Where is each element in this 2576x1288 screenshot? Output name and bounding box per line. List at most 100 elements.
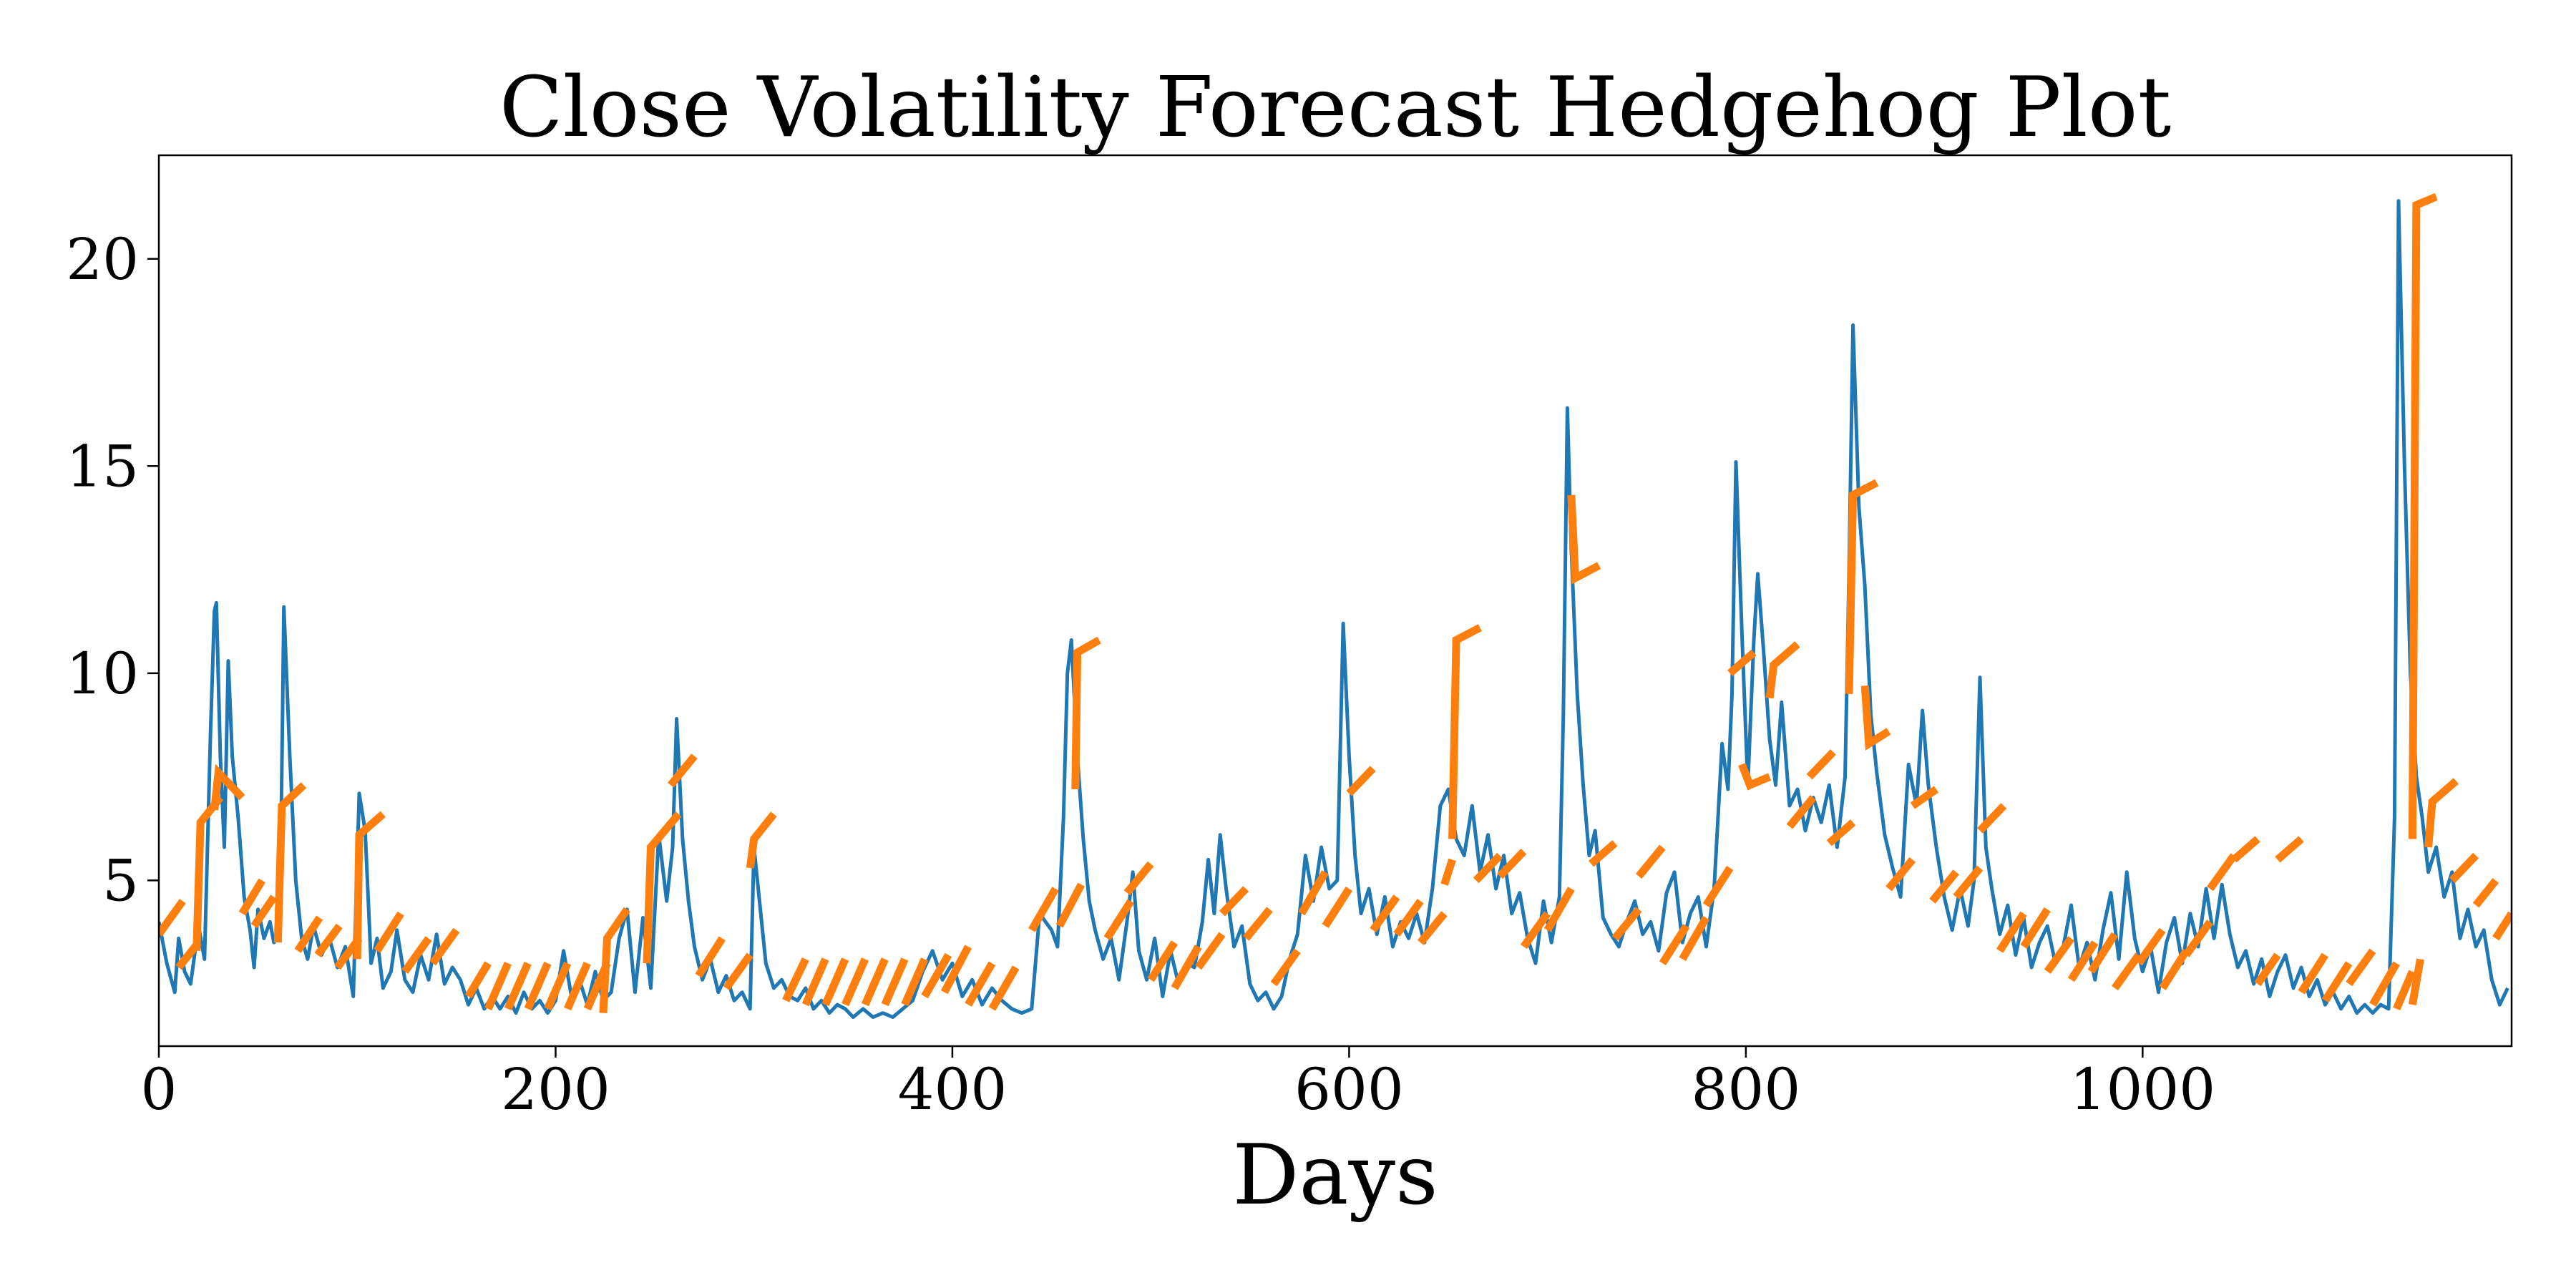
y-axis-ticks: 5 10 15 20 <box>66 226 159 914</box>
forecast-segment <box>2424 778 2459 848</box>
forecast-segment <box>1786 795 1817 829</box>
forecast-segment <box>599 907 630 1013</box>
forecast-segment <box>1659 924 1690 966</box>
forecast-segment <box>695 936 726 978</box>
forecast-segment <box>2492 911 2512 941</box>
forecast-segment <box>782 957 809 1002</box>
forecast-segment <box>2231 836 2260 863</box>
forecast-segment <box>1806 749 1836 780</box>
forecast-segment <box>1440 858 1456 886</box>
forecast-segment <box>2346 948 2376 987</box>
forecast-segment <box>2182 919 2214 957</box>
forecast-segment <box>988 965 1020 1011</box>
forecast-segment <box>1298 870 1329 916</box>
forecast-segment <box>1242 907 1273 941</box>
forecast-segment <box>1543 887 1575 932</box>
forecast-segment <box>1885 857 1916 892</box>
forecast-segment <box>504 962 532 1011</box>
forecast-segment <box>940 945 972 995</box>
forecast-segment <box>524 962 552 1011</box>
forecast-segment <box>2393 970 2416 1011</box>
forecast-segment <box>401 936 432 975</box>
forecast-segment <box>1679 915 1710 962</box>
forecast-segment <box>273 782 307 943</box>
forecast-segment <box>2135 927 2166 966</box>
forecast-segment <box>1370 894 1400 933</box>
forecast-segment <box>2369 961 2400 1007</box>
x-tick-label: 0 <box>141 1056 177 1123</box>
forecast-segment <box>1270 948 1301 987</box>
forecast-segment <box>2321 961 2353 1003</box>
forecast-segment <box>1996 911 2027 953</box>
forecast-segment <box>643 811 682 964</box>
x-tick-label: 200 <box>501 1056 610 1123</box>
forecast-segment <box>2254 952 2281 987</box>
forecast-segment <box>1953 865 1984 899</box>
forecast-segment <box>1702 866 1734 908</box>
forecast-segment <box>1473 852 1503 884</box>
y-tick-label: 10 <box>66 640 139 707</box>
forecast-segment <box>1055 882 1085 928</box>
forecast-segment <box>901 957 929 1007</box>
forecast-segment <box>159 899 186 937</box>
forecast-segment <box>2112 952 2142 991</box>
forecast-segment <box>861 957 889 1007</box>
series-layer <box>159 192 2512 1019</box>
forecast-segment <box>2472 877 2499 908</box>
forecast-segment <box>484 962 512 1011</box>
forecast-segment <box>2207 853 2238 892</box>
forecast-segment <box>210 763 245 811</box>
forecast-segment <box>2020 907 2051 949</box>
forecast-segment <box>250 894 278 929</box>
forecast-segment <box>1417 911 1448 945</box>
forecast-segment <box>965 961 996 1007</box>
x-tick-label: 800 <box>1692 1056 1801 1123</box>
forecast-segment <box>881 957 909 1007</box>
forecast-segment <box>1567 494 1601 585</box>
forecast-segment <box>1520 911 1551 950</box>
forecast-segment <box>1826 819 1856 847</box>
forecast-segment <box>2087 932 2119 974</box>
y-tick-label: 15 <box>66 433 139 499</box>
forecast-segment <box>668 753 698 788</box>
forecast-segment <box>1147 940 1179 982</box>
plot-frame <box>157 154 2513 1048</box>
forecast-segment <box>1497 848 1527 879</box>
forecast-segment <box>1845 479 1879 694</box>
forecast-segment <box>1738 763 1772 791</box>
forecast-segment <box>1910 786 1939 809</box>
forecast-segment <box>1588 840 1618 867</box>
forecast-segment <box>1103 899 1135 941</box>
forecast-segment <box>564 962 591 1011</box>
y-tick-label: 5 <box>102 847 139 914</box>
forecast-segment <box>921 952 952 999</box>
forecast-segment <box>1393 899 1424 937</box>
forecast-segment <box>801 957 829 1007</box>
forecast-segment <box>2298 952 2329 995</box>
forecast-segment <box>746 811 777 869</box>
forecast-segment <box>1765 641 1800 699</box>
x-axis-label: Days <box>1232 1127 1438 1224</box>
forecast-segment <box>238 878 265 916</box>
forecast-segment <box>2408 192 2438 839</box>
forecast-segment <box>2067 940 2099 982</box>
chart-title: Close Volatility Forecast Hedgehog Plot <box>499 59 2171 156</box>
forecast-segment <box>1635 844 1666 879</box>
forecast-segment <box>374 911 404 953</box>
forecast-segment <box>723 952 753 991</box>
x-tick-label: 600 <box>1294 1056 1404 1123</box>
forecast-segment <box>1727 649 1757 676</box>
forecast-segment <box>2449 852 2479 884</box>
forecast-segment <box>1611 907 1642 941</box>
forecast-segment <box>841 957 869 1007</box>
x-axis-ticks: 0 200 400 600 800 1000 <box>141 1046 2215 1123</box>
forecast-segment <box>464 961 492 999</box>
forecast-segment <box>314 923 343 957</box>
forecast-segment <box>1448 624 1482 839</box>
forecast-segment <box>1195 932 1226 970</box>
forecast-segment <box>1929 869 1959 904</box>
forecast-segment <box>1123 861 1154 896</box>
forecast-segment <box>544 962 572 1011</box>
forecast-segment <box>1028 887 1059 932</box>
